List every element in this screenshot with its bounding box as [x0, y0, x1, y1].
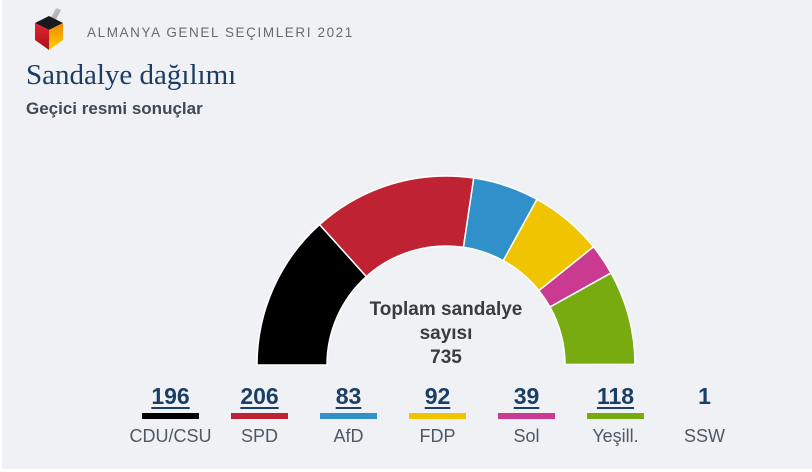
legend-item-ssw: 1 SSW — [660, 383, 749, 446]
seat-count: 1 — [698, 383, 711, 409]
party-color-bar — [320, 413, 377, 419]
legend-item-yesill: 118 Yeşill. — [571, 383, 660, 446]
legend-item-fdp: 92 FDP — [393, 383, 482, 446]
party-color-bar — [587, 413, 644, 419]
page-subtitle: Geçici resmi sonuçlar — [26, 99, 203, 118]
party-color-bar — [409, 413, 466, 419]
party-label: CDU/CSU — [129, 426, 212, 446]
seat-count[interactable]: 83 — [335, 383, 362, 409]
center-label-line1: Toplam sandalye — [369, 299, 523, 320]
brand-title: ALMANYA GENEL SEÇIMLERI 2021 — [87, 24, 354, 40]
seat-count[interactable]: 118 — [596, 383, 635, 409]
legend-item-cdu-csu: 196 CDU/CSU — [126, 383, 215, 446]
ballot-box-logo-icon — [35, 8, 63, 50]
party-label: FDP — [419, 426, 456, 446]
party-label: AfD — [333, 426, 364, 446]
party-label: SSW — [683, 426, 725, 446]
legend-item-spd: 206 SPD — [215, 383, 304, 446]
legend-item-afd: 83 AfD — [304, 383, 393, 446]
legend: 196 CDU/CSU 206 SPD 83 AfD 92 FDP 39 Sol… — [126, 383, 749, 446]
header: ALMANYA GENEL SEÇIMLERI 2021 — [29, 5, 354, 53]
party-color-bar — [231, 413, 288, 419]
party-color-bar — [498, 413, 555, 419]
center-label-line2: sayısı — [419, 323, 473, 344]
party-label: SPD — [240, 426, 278, 446]
legend-item-sol: 39 Sol — [482, 383, 571, 446]
seat-count[interactable]: 206 — [240, 383, 279, 409]
seat-count[interactable]: 39 — [513, 383, 540, 409]
party-color-bar — [142, 413, 199, 419]
party-label: Sol — [513, 426, 540, 446]
chart-center-label: Toplam sandalye sayısı 735 — [326, 298, 566, 370]
seat-count[interactable]: 196 — [151, 383, 190, 409]
center-label-total: 735 — [430, 347, 462, 368]
page-title: Sandalye dağılımı — [26, 59, 237, 91]
chart-segment-yesill[interactable] — [548, 271, 636, 366]
party-label: Yeşill. — [592, 426, 639, 446]
seat-count[interactable]: 92 — [424, 383, 451, 409]
